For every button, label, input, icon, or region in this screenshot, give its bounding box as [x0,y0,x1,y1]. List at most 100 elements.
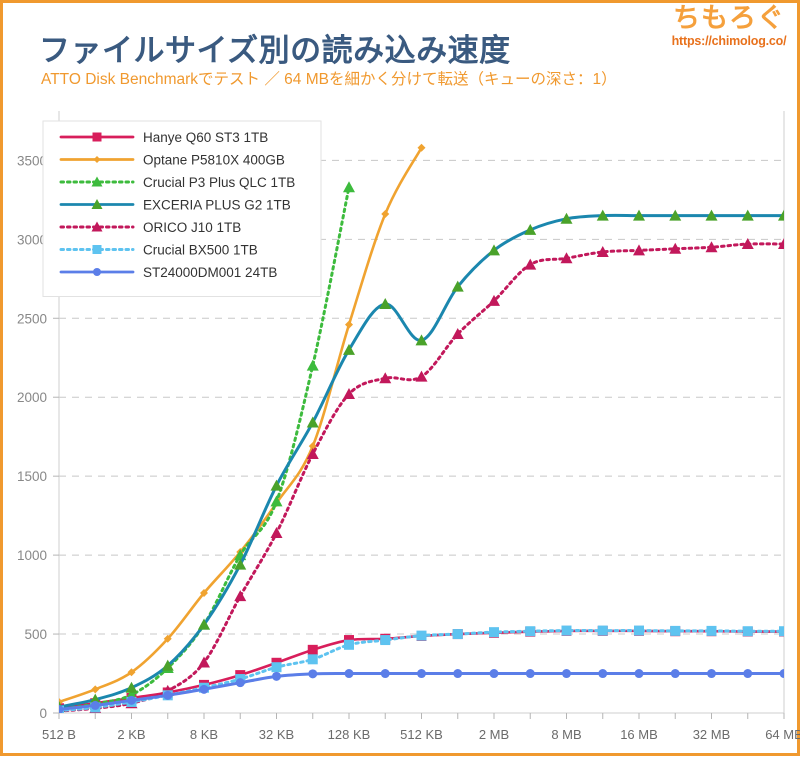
data-point-marker [270,495,283,507]
data-point-marker [343,181,355,193]
y-tick-label: 2000 [17,390,47,405]
data-point-marker [525,669,535,679]
x-tick-label: 512 KB [400,727,443,742]
chart-header: ファイルサイズ別の読み込み速度 ATTO Disk Benchmarkでテスト … [3,3,800,103]
y-tick-label: 2500 [17,311,47,326]
data-point-marker [59,705,64,713]
data-point-marker [634,625,644,636]
data-point-marker [778,209,784,221]
data-point-marker [163,690,173,700]
data-point-marker [307,654,318,665]
data-point-marker [417,143,426,152]
data-point-marker [127,668,136,677]
data-point-marker [562,669,571,679]
series-line [59,242,784,713]
data-point-marker [379,372,392,384]
x-tick-label: 512 B [42,727,76,742]
legend-item-1[interactable]: Hanye Q60 ST3 1TB [59,130,268,145]
data-point-marker [270,479,283,491]
data-point-marker [451,328,464,340]
data-point-marker [669,209,682,221]
data-point-marker [199,684,209,694]
data-point-marker [706,625,717,636]
x-tick-label: 32 MB [693,727,731,742]
data-point-marker [488,244,500,256]
data-point-marker [633,244,645,256]
data-point-marker [633,209,645,221]
data-point-marker [670,625,681,636]
data-point-marker [306,416,319,428]
data-point-marker [198,656,210,668]
data-point-marker [343,388,355,400]
legend-item-7[interactable]: ST24000DM001 24TB [59,265,277,280]
y-tick-label: 500 [24,627,47,642]
x-tick-label: 16 MB [620,727,658,742]
data-point-marker [669,242,682,254]
logo-wordmark: ちもろぐ [673,3,785,33]
data-point-marker [308,669,318,679]
data-point-marker [560,212,573,224]
data-point-marker [343,343,355,355]
data-point-marker [381,210,390,219]
data-point-marker [741,209,754,221]
data-point-marker [415,334,428,346]
data-point-marker [379,298,392,310]
data-point-marker [306,448,319,460]
site-logo: ちもろぐ https://chimolog.co/ [663,5,795,57]
data-point-marker [524,258,537,270]
data-point-marker [161,659,174,671]
data-point-marker [344,639,354,650]
series-7 [59,669,784,713]
data-point-marker [345,320,353,329]
data-point-marker [742,626,753,637]
chart-plot-area: 0 500 1000 1500 2000 2500 3000 3500 512 B 2 KB 8 … [3,103,800,759]
legend-item-6[interactable]: Crucial BX500 1TB [59,243,258,258]
data-point-marker [235,678,245,688]
data-point-marker [234,558,247,570]
data-point-marker [453,669,463,679]
series-clip-group [59,143,784,713]
y-tick-label: 3000 [17,232,47,247]
data-point-marker [198,618,210,630]
data-point-marker [91,176,103,187]
data-point-marker [705,241,718,253]
data-point-marker [127,695,136,705]
data-point-marker [743,669,753,679]
data-point-marker [489,669,499,679]
data-point-marker [779,669,784,679]
data-point-marker [91,199,103,209]
data-point-marker [93,156,101,163]
data-point-marker [705,209,718,221]
data-point-marker [670,669,680,679]
x-tick-label: 8 MB [551,727,581,742]
legend-label: Crucial BX500 1TB [143,243,258,258]
legend-label: Optane P5810X 400GB [143,153,285,168]
data-point-marker [415,370,428,382]
data-point-marker [272,671,281,681]
data-point-marker [125,681,138,693]
data-point-marker [344,669,354,679]
data-point-marker [91,685,100,694]
page-subtitle: ATTO Disk Benchmarkでテスト ／ 64 MBを細かく分けて転送… [41,71,617,88]
y-tick-label: 3500 [17,153,47,168]
legend-item-5[interactable]: ORICO J10 1TB [59,220,241,235]
data-point-marker [597,625,608,636]
series-4 [59,209,784,712]
data-point-marker [306,359,319,371]
chart-legend[interactable]: Hanye Q60 ST3 1TB Optane P5810X 400GB Cruc… [42,120,322,297]
legend-item-4[interactable]: EXCERIA PLUS G2 1TB [59,198,291,213]
legend-label: Crucial P3 Plus QLC 1TB [143,175,295,190]
x-tick-label: 8 KB [190,727,218,742]
data-point-marker [452,629,463,640]
data-point-marker [489,627,499,638]
x-tick-label: 2 MB [479,727,509,742]
data-point-marker [634,669,644,679]
series-line [59,213,784,709]
legend-item-3[interactable]: Crucial P3 Plus QLC 1TB [59,175,295,190]
logo-url: https://chimolog.co/ [671,34,787,48]
data-point-marker [488,294,500,306]
data-point-marker [163,634,172,643]
data-point-marker [89,693,102,705]
legend-item-2[interactable]: Optane P5810X 400GB [59,153,285,168]
